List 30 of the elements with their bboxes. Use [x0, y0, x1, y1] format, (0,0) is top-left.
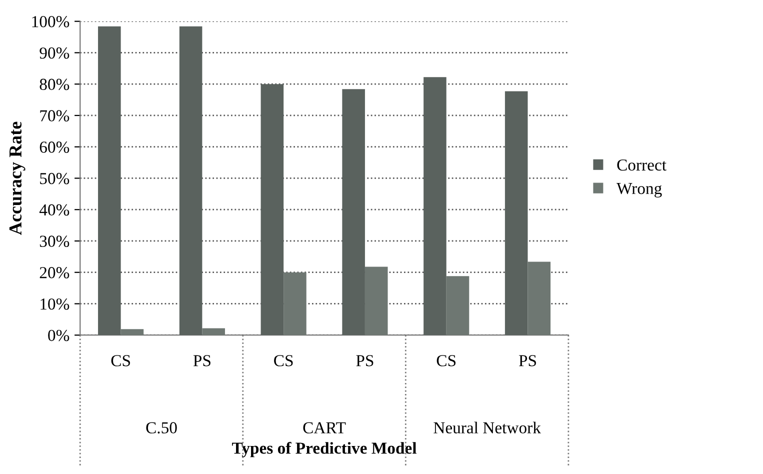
y-tick-label: 30%	[40, 236, 70, 247]
bar	[342, 89, 365, 336]
bar	[424, 77, 446, 336]
text: C.50	[146, 422, 177, 434]
x-tick-label: PS	[518, 355, 536, 366]
y-tick-label: 0%	[48, 330, 70, 342]
x-tick-label: CS	[274, 355, 293, 366]
x-tick-label: CS	[436, 355, 456, 366]
text: Neural Network	[434, 422, 541, 434]
legend-label: Wrong	[616, 183, 662, 198]
y-tick-label: 70%	[40, 110, 70, 122]
x-axis-title: Types of Predictive Model	[232, 442, 416, 458]
y-tick-label: 100%	[32, 16, 70, 28]
x-tick-label: CS	[111, 355, 130, 366]
x-tick-label: PS	[193, 355, 210, 366]
bar	[260, 84, 284, 336]
y-tick-label: 60%	[40, 142, 70, 153]
y-tick-label: 10%	[40, 298, 70, 310]
bar	[98, 26, 121, 336]
y-tick-label: 40%	[39, 204, 70, 216]
text: CART	[303, 422, 346, 434]
legend-label: Correct	[617, 159, 666, 171]
y-tick-label: 80%	[40, 78, 70, 90]
y-axis-title: Accuracy Rate	[9, 122, 26, 235]
bar	[504, 91, 528, 336]
y-tick-label: 20%	[40, 267, 70, 278]
y-tick-label: 90%	[40, 47, 70, 59]
x-tick-label: PS	[356, 355, 374, 366]
bar	[179, 26, 202, 336]
y-tick-label: 50%	[40, 172, 70, 184]
